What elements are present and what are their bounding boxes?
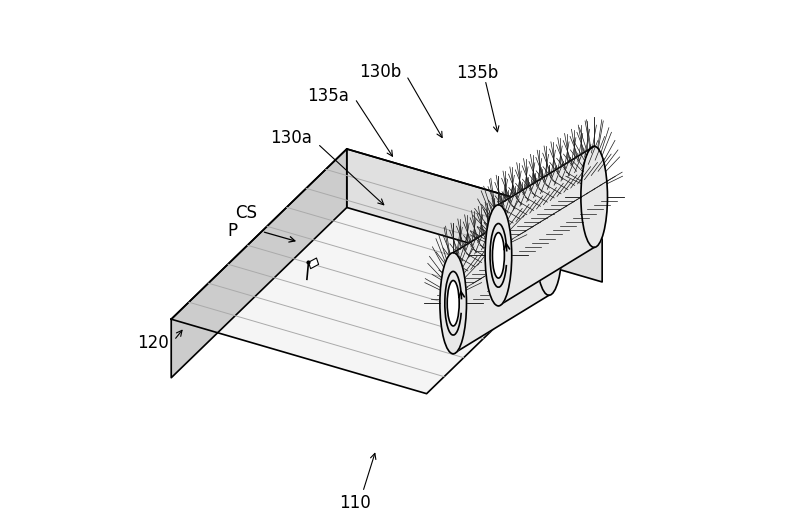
Polygon shape xyxy=(171,149,347,378)
Text: CS: CS xyxy=(234,204,257,222)
Text: 135a: 135a xyxy=(307,87,349,105)
Text: 135b: 135b xyxy=(456,64,498,82)
Ellipse shape xyxy=(581,146,607,247)
Ellipse shape xyxy=(485,205,512,306)
Polygon shape xyxy=(347,149,602,282)
Polygon shape xyxy=(171,149,602,394)
Text: 130a: 130a xyxy=(270,129,312,147)
Ellipse shape xyxy=(493,232,505,278)
Polygon shape xyxy=(498,146,594,306)
Ellipse shape xyxy=(440,253,466,354)
Polygon shape xyxy=(309,258,318,269)
Ellipse shape xyxy=(536,194,562,295)
Polygon shape xyxy=(453,194,549,354)
Text: 110: 110 xyxy=(339,494,370,512)
Text: P: P xyxy=(227,222,238,240)
Ellipse shape xyxy=(447,280,459,326)
Text: 130b: 130b xyxy=(358,63,401,81)
Text: 120: 120 xyxy=(137,334,169,352)
